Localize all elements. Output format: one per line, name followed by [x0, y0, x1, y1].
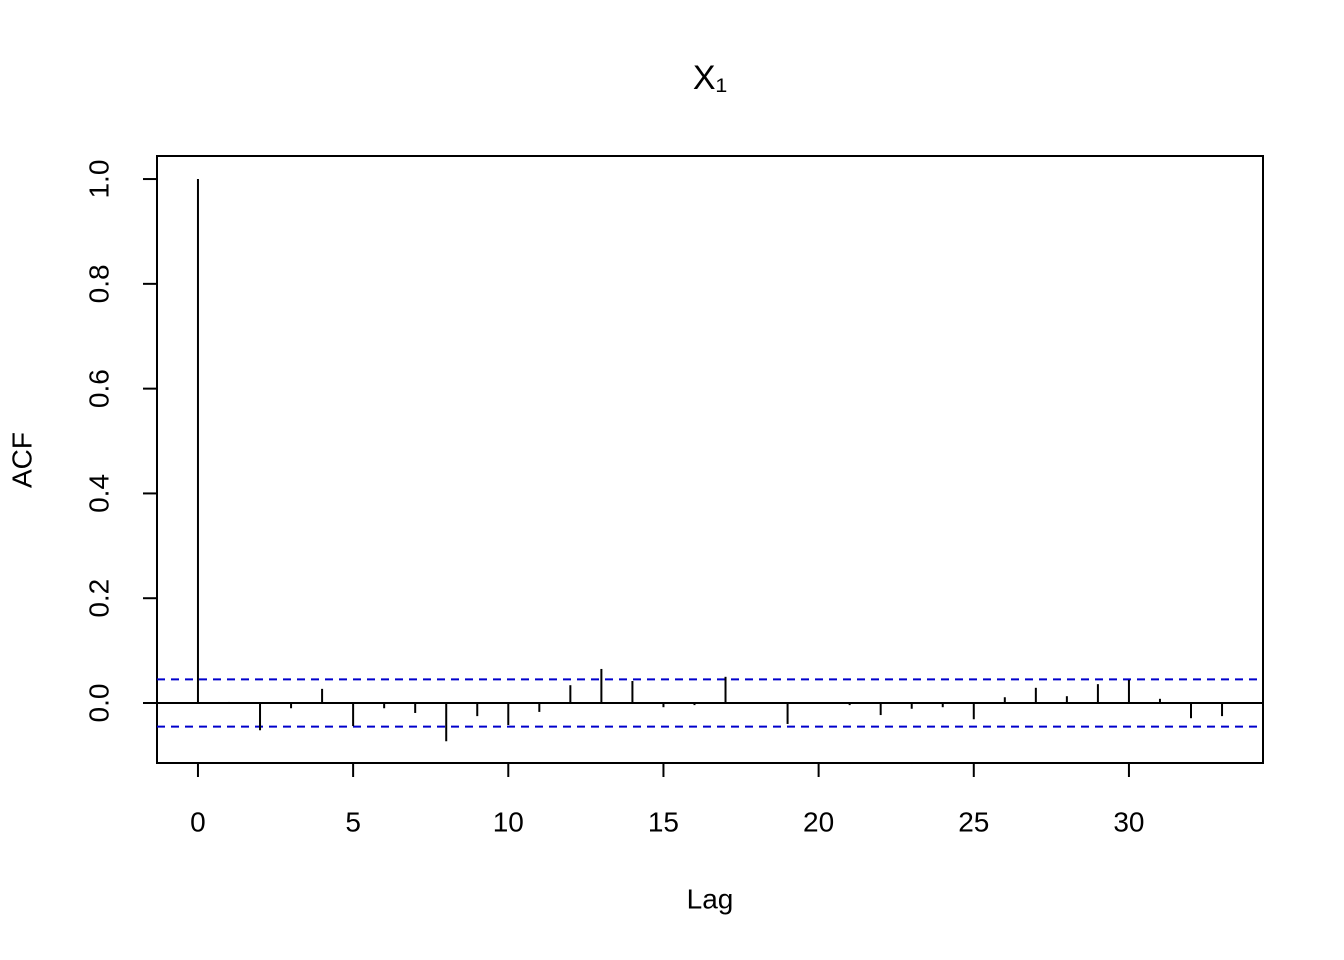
- y-tick-label: 0.8: [83, 264, 114, 303]
- x-axis-label: Lag: [687, 883, 734, 914]
- x-tick-label: 15: [648, 806, 679, 837]
- y-tick-label: 0.4: [83, 474, 114, 513]
- y-tick-label: 1.0: [83, 160, 114, 199]
- x-tick-label: 10: [493, 806, 524, 837]
- plot-frame: [156, 155, 1264, 764]
- y-tick-label: 0.2: [83, 579, 114, 618]
- y-tick-label: 0.6: [83, 369, 114, 408]
- x-tick-label: 25: [958, 806, 989, 837]
- x-tick-label: 0: [190, 806, 206, 837]
- y-axis-label: ACF: [6, 432, 37, 488]
- x-tick-label: 20: [803, 806, 834, 837]
- x-tick-label: 30: [1113, 806, 1144, 837]
- chart-title: X₁: [693, 59, 727, 97]
- y-tick-label: 0.0: [83, 684, 114, 723]
- x-tick-label: 5: [345, 806, 361, 837]
